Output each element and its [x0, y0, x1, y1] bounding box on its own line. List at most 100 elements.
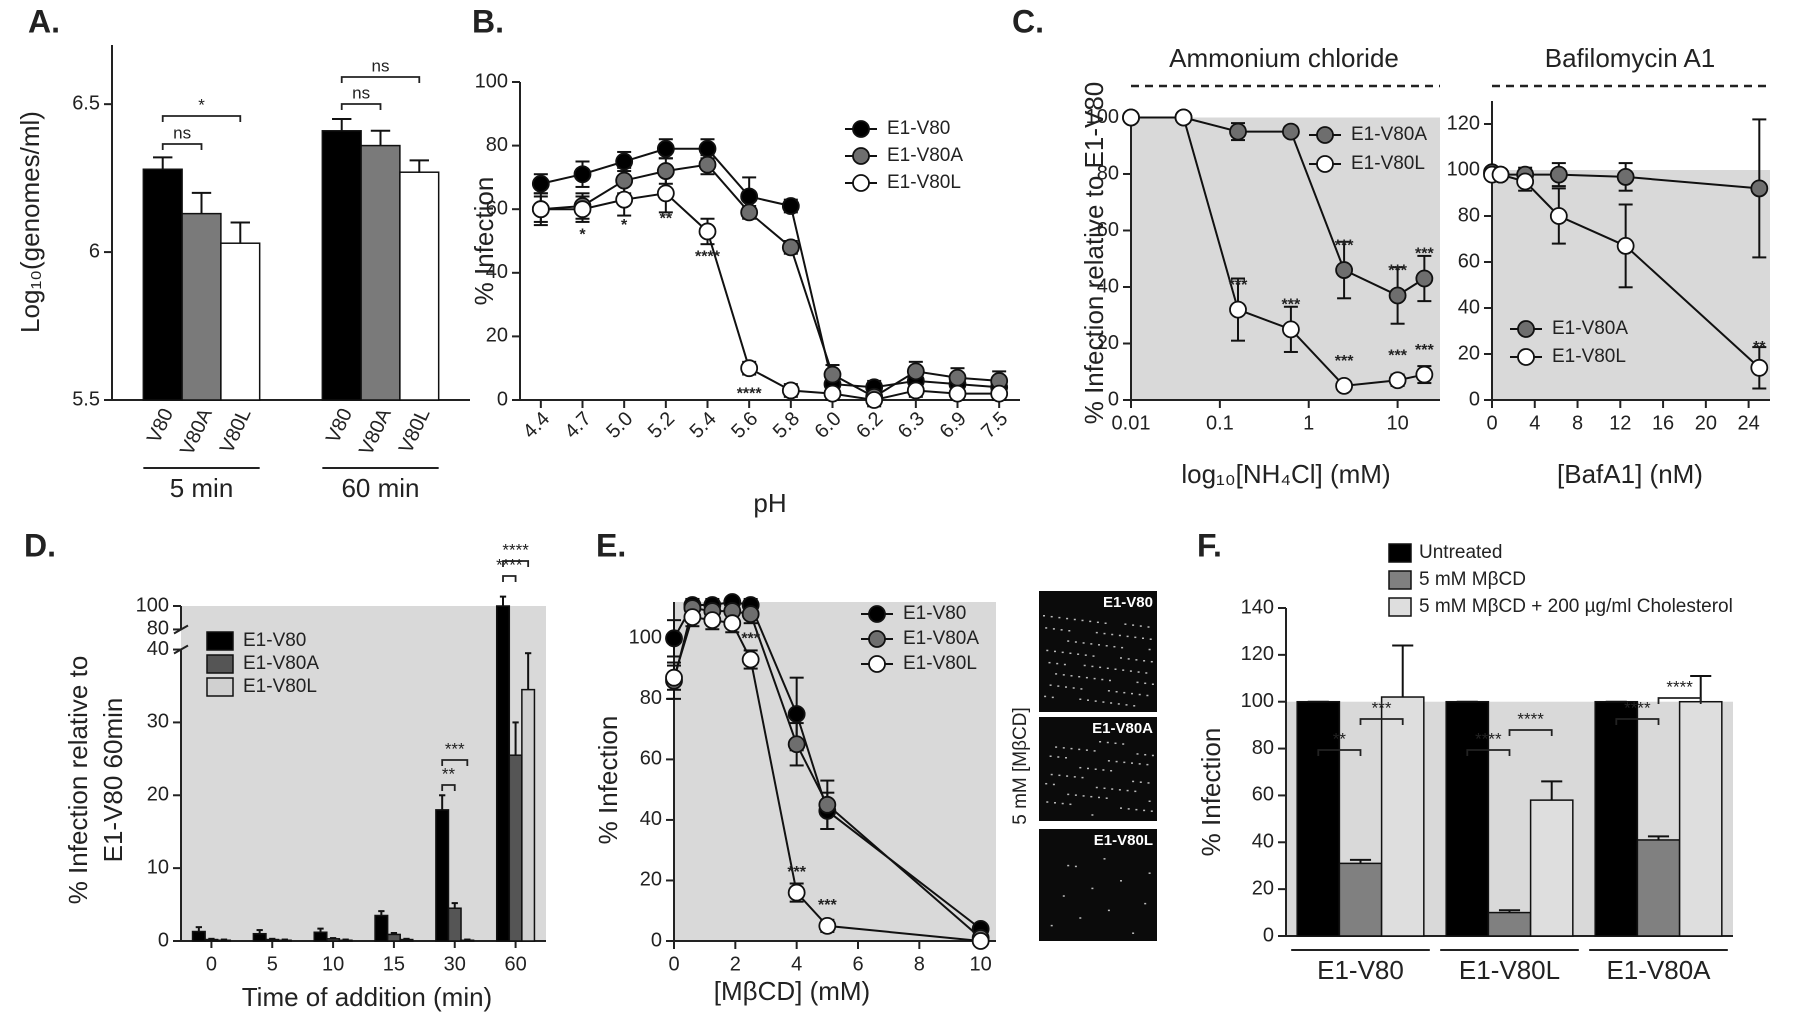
speckle [1070, 675, 1073, 677]
bar [1487, 911, 1532, 937]
speckle [1083, 664, 1086, 667]
panel-label: B. [472, 3, 504, 39]
significance-bracket [1359, 718, 1404, 725]
y-tick-label: 5.5 [72, 388, 100, 410]
speckle [1113, 645, 1116, 648]
speckle [1070, 747, 1073, 750]
data-point [1750, 179, 1769, 198]
significance-label: ns [372, 56, 390, 75]
legend-label: E1-V80A [903, 628, 979, 649]
data-point [531, 200, 550, 219]
significance-label: ns [352, 83, 370, 102]
speckle [1124, 623, 1127, 625]
speckle [1074, 641, 1077, 643]
data-point [665, 629, 683, 648]
speckle [1144, 682, 1147, 685]
speckle [1091, 887, 1094, 890]
speckle [1066, 617, 1069, 620]
image-caption: 5 mM [MβCD] [1010, 707, 1031, 825]
significance-label: **** [737, 385, 763, 402]
speckle [1065, 686, 1067, 688]
speckle [1142, 637, 1144, 640]
x-tick-label: 10 [322, 953, 344, 975]
x-tick-label: 4 [791, 953, 802, 975]
bar [321, 130, 362, 401]
y-axis-label: % Infection [1196, 728, 1226, 857]
data-point [781, 197, 800, 215]
y-tick-label: 80 [640, 687, 662, 709]
speckle [1151, 754, 1154, 757]
speckle [1052, 628, 1055, 630]
data-point [971, 932, 990, 950]
speckle [1136, 753, 1139, 755]
speckle [1139, 625, 1142, 627]
speckle [1120, 657, 1122, 659]
y-tick-label: 0 [651, 929, 662, 951]
significance-label: *** [1229, 277, 1248, 294]
data-point [573, 165, 592, 184]
x-tick-label: E1-V80A [1606, 955, 1711, 985]
speckle [1133, 705, 1136, 707]
speckle [1111, 633, 1114, 636]
speckle [1139, 781, 1142, 783]
speckle [1079, 766, 1082, 769]
panel-label: D. [24, 527, 56, 563]
speckle [1045, 627, 1048, 629]
speckle [1126, 789, 1129, 792]
speckle [1109, 679, 1111, 682]
speckle [1081, 619, 1084, 622]
significance-bracket [1657, 697, 1702, 704]
bar [191, 930, 206, 942]
speckle [1067, 640, 1070, 642]
data-point [741, 650, 760, 669]
speckle [1073, 776, 1076, 778]
significance-label: *** [818, 897, 837, 914]
speckle [1098, 796, 1100, 799]
speckle [1094, 700, 1097, 702]
speckle [1093, 677, 1096, 680]
bar [1529, 799, 1574, 937]
y-tick-label: 40 [486, 261, 508, 283]
significance-label: *** [1282, 297, 1301, 314]
speckle [1090, 643, 1093, 645]
speckle [1049, 755, 1052, 757]
significance-bracket [340, 76, 421, 83]
bar [1678, 700, 1723, 937]
speckle [1123, 691, 1126, 694]
legend-label: E1-V80L [903, 653, 977, 674]
speckle [1146, 763, 1149, 766]
legend-label: E1-V80A [1351, 124, 1427, 145]
x-tick-label: 60 [504, 953, 526, 975]
speckle [1134, 790, 1137, 793]
bar [313, 931, 328, 942]
data-point [1122, 108, 1140, 127]
bar [360, 144, 401, 401]
speckle [1107, 909, 1110, 912]
speckle [1143, 660, 1146, 662]
significance-label: **** [1517, 709, 1544, 728]
speckle [1098, 644, 1100, 646]
speckle [1102, 769, 1105, 771]
bar [1380, 696, 1425, 937]
shaded-region [674, 602, 996, 941]
data-point [698, 222, 717, 241]
speckle [1082, 642, 1085, 644]
speckle [1126, 635, 1129, 638]
x-axis-label: log₁₀[NH₄Cl] (mM) [1181, 459, 1390, 489]
data-point [1516, 172, 1535, 191]
data-point [948, 368, 967, 387]
y-tick-label: 6 [89, 240, 100, 262]
speckle [1091, 665, 1094, 668]
speckle [1137, 671, 1140, 673]
speckle [1080, 688, 1083, 690]
legend-swatch [206, 654, 234, 674]
speckle [1106, 741, 1109, 744]
legend-marker [868, 605, 886, 623]
y-tick-label: 20 [486, 325, 508, 347]
significance-label: **** [1624, 698, 1651, 717]
speckle [1078, 675, 1081, 678]
x-tick-label: 5 min [170, 473, 234, 503]
speckle [1057, 756, 1060, 758]
image-label: E1-V80L [1094, 832, 1153, 849]
